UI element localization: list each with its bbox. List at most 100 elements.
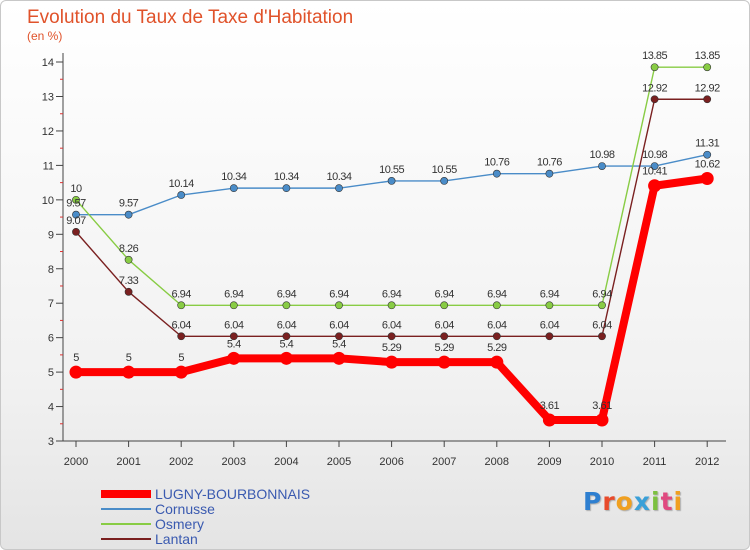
chart-data-labels: 5 5 5 5.4 5.4 5.4 5.29 5.29 5.29 3.61 3.61 10.41 10.… [66, 50, 720, 412]
data-point [648, 179, 662, 193]
data-label: 7.33 [119, 275, 139, 287]
data-point [72, 210, 80, 219]
data-point [490, 355, 504, 369]
data-point [177, 191, 186, 199]
data-point [282, 332, 291, 341]
data-label: 10.34 [274, 171, 299, 183]
data-point [598, 162, 606, 170]
y-tick-label: 4 [48, 402, 54, 414]
logo-letter: x [633, 487, 651, 516]
data-point [492, 301, 501, 310]
data-point [598, 332, 606, 341]
x-tick-label: 2005 [327, 456, 351, 468]
data-label: 10.76 [537, 157, 562, 169]
data-label: 12.92 [695, 82, 720, 94]
data-label: 6.94 [592, 288, 612, 300]
data-point [545, 301, 554, 310]
data-label: 6.04 [171, 319, 191, 331]
data-label: 6.94 [171, 288, 191, 300]
data-point [703, 95, 712, 104]
data-label: 9.57 [119, 198, 139, 210]
data-label: 6.94 [487, 288, 507, 300]
data-point [703, 63, 712, 72]
data-point [700, 171, 714, 185]
data-label: 10.76 [484, 157, 509, 169]
data-point [703, 150, 712, 159]
data-label: 10.62 [695, 158, 720, 170]
data-label: 6.04 [592, 319, 612, 331]
legend-label: Cornusse [155, 501, 215, 517]
data-label: 9.57 [66, 198, 86, 210]
legend-swatch [101, 523, 151, 525]
data-point [282, 301, 291, 310]
y-tick-label: 9 [48, 229, 54, 241]
data-label: 13.85 [642, 50, 667, 62]
data-point [650, 162, 659, 170]
legend-swatch [101, 508, 151, 510]
data-label: 10.34 [326, 171, 351, 183]
data-point [598, 301, 606, 310]
data-point [492, 332, 501, 341]
chart-subtitle: (en %) [27, 29, 63, 43]
x-tick-label: 2010 [590, 456, 614, 468]
data-label: 6.04 [329, 319, 349, 331]
logo-letter: P [583, 487, 603, 516]
data-label: 10.14 [169, 178, 194, 190]
data-point [335, 184, 343, 193]
y-tick-label: 13 [42, 92, 54, 104]
data-label: 6.04 [540, 319, 560, 331]
data-label: 5 [126, 352, 132, 364]
data-point [279, 351, 293, 365]
data-point [124, 255, 133, 264]
data-label: 5.4 [280, 338, 294, 350]
proxiti-logo: Proxiti [583, 487, 683, 516]
data-point [229, 184, 238, 193]
data-point [227, 351, 241, 365]
data-point [177, 332, 186, 341]
data-label: 6.94 [434, 288, 454, 300]
data-label: 10.98 [589, 149, 614, 161]
y-tick-label: 10 [42, 195, 54, 207]
data-point [335, 332, 343, 341]
x-tick-label: 2008 [485, 456, 509, 468]
chart-series [69, 63, 714, 427]
data-point [387, 177, 396, 185]
data-point [545, 169, 554, 178]
x-tick-label: 2009 [537, 456, 561, 468]
y-tick-label: 8 [48, 264, 54, 276]
data-point [545, 332, 554, 341]
x-tick-label: 2004 [274, 456, 298, 468]
data-label: 13.85 [695, 50, 720, 62]
chart-axes: 3 4 5 6 7 8 9 10 11 12 13 14 2000 2001 2002 2003 2004 200… [42, 53, 726, 468]
data-label: 10.41 [642, 166, 667, 178]
data-label: 6.04 [382, 319, 402, 331]
data-label: 6.94 [329, 288, 349, 300]
data-label: 10.98 [642, 149, 667, 161]
data-label: 8.26 [119, 243, 139, 255]
data-point [124, 210, 133, 219]
data-label: 10 [70, 183, 82, 195]
series-line-lantan [75, 98, 708, 337]
data-label: 5.29 [487, 342, 507, 354]
y-tick-label: 5 [48, 367, 54, 379]
data-point [69, 365, 83, 379]
data-label: 5.4 [332, 338, 346, 350]
data-point [124, 287, 133, 296]
data-point [440, 332, 449, 341]
y-tick-label: 6 [48, 333, 54, 345]
data-label: 12.92 [642, 82, 667, 94]
data-point [332, 351, 346, 365]
data-point [542, 413, 556, 427]
data-point [122, 365, 136, 379]
data-point [595, 413, 609, 427]
data-point [440, 177, 449, 185]
data-point [335, 301, 343, 310]
x-tick-label: 2012 [695, 456, 719, 468]
data-label: 6.04 [487, 319, 507, 331]
data-point [650, 63, 659, 72]
legend-swatch [101, 538, 151, 540]
logo-letter: i [651, 487, 661, 516]
data-point [72, 227, 80, 236]
